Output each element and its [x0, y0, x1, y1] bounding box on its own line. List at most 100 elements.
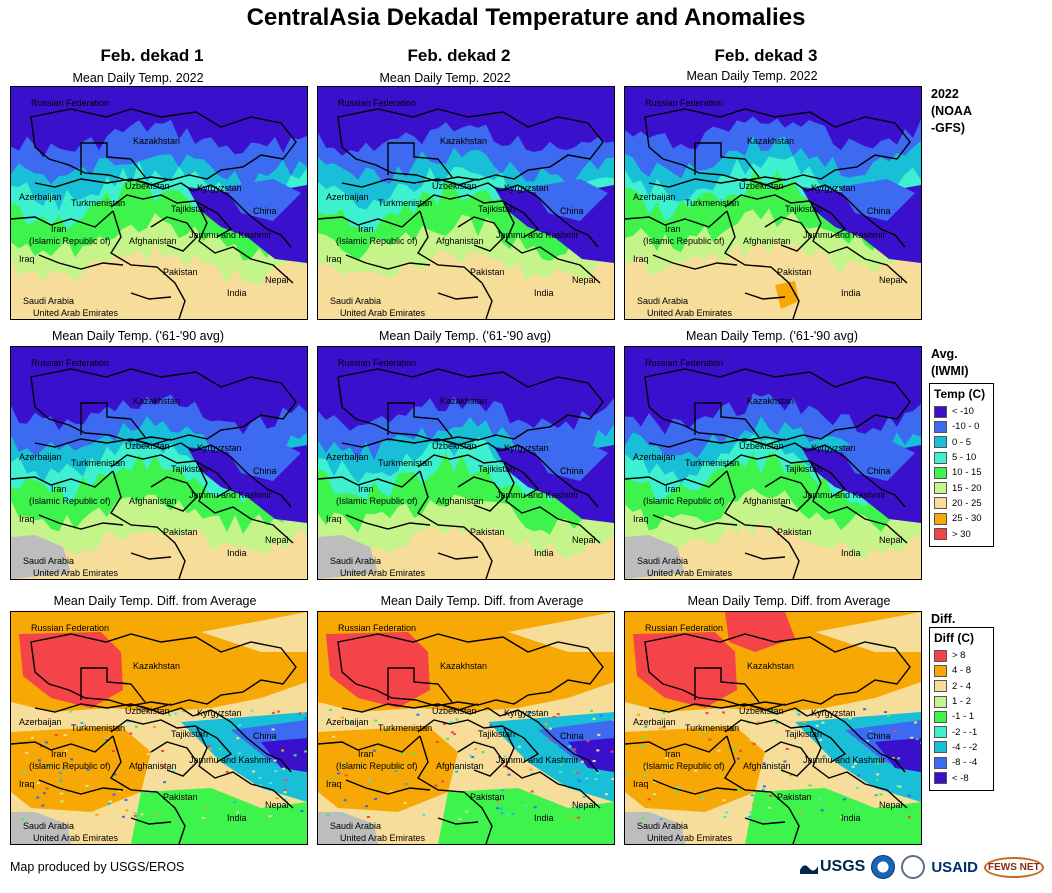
country-border [625, 470, 728, 488]
anomaly-speckle [653, 781, 657, 783]
difference-legend-label: -8 - -4 [952, 757, 978, 769]
anomaly-speckle [37, 759, 41, 762]
country-border [437, 552, 479, 560]
country-label: United Arab Emirates [33, 833, 119, 843]
anomaly-speckle [362, 812, 366, 814]
anomaly-speckle [271, 728, 275, 731]
country-label: United Arab Emirates [647, 833, 733, 843]
anomaly-speckle [778, 739, 782, 742]
anomaly-speckle [762, 785, 766, 788]
country-label: Turkmenistan [71, 723, 125, 733]
anomaly-speckle [450, 731, 454, 734]
anomaly-speckle [465, 810, 469, 813]
logo-strip: USGS USAID FEWS NET [800, 855, 1044, 879]
country-border [437, 438, 501, 452]
country-border [38, 779, 124, 795]
anomaly-speckle [126, 720, 130, 723]
country-label: Iran [358, 484, 374, 494]
country-label: Russian Federation [645, 358, 723, 368]
country-border [764, 741, 812, 777]
country-label: Kazakhstan [440, 136, 487, 146]
country-label: Nepal [879, 800, 903, 810]
country-label: Uzbekistan [739, 181, 784, 191]
country-label: Nepal [572, 800, 596, 810]
anomaly-speckle [274, 770, 278, 773]
country-border [810, 462, 908, 544]
difference-legend: Diff (C) > 8 4 - 8 2 - 4 1 - 2 -1 - 1 -2 - -1… [929, 627, 994, 791]
anomaly-speckle [36, 796, 40, 799]
no-data-area [11, 535, 71, 579]
country-label: Kyrgyzstan [811, 183, 856, 193]
anomaly-speckle [737, 789, 741, 792]
anomaly-speckle [853, 762, 857, 765]
anomaly-speckle [208, 748, 212, 750]
anomaly-speckle [233, 801, 237, 804]
anomaly-speckle [374, 798, 377, 800]
anomaly-speckle [659, 727, 663, 730]
country-label: Pakistan [777, 527, 812, 537]
anomaly-speckle [783, 760, 787, 763]
noaa-logo [871, 855, 896, 879]
country-label: Pakistan [470, 527, 505, 537]
country-label: Jammu and Kashmir [496, 755, 579, 765]
anomaly-speckle [552, 715, 556, 718]
map-canvas: Russian Federation Kazakhstan Uzbekistan Ky… [318, 612, 614, 844]
anomaly-speckle [161, 749, 165, 752]
country-label: (Islamic Republic of) [643, 236, 725, 246]
map-canvas: Russian Federation Kazakhstan Uzbekistan Ky… [625, 347, 921, 579]
country-label: Uzbekistan [125, 181, 170, 191]
column-header-dekad-1: Feb. dekad 1 [100, 46, 204, 65]
country-border [150, 216, 198, 252]
anomaly-speckle [41, 804, 45, 807]
anomaly-speckle [337, 756, 341, 759]
temperature-legend-label: -10 - 0 [952, 421, 980, 433]
anomaly-speckle [341, 814, 345, 817]
difference-swatch [934, 695, 947, 708]
country-label: Jammu and Kashmir [803, 230, 886, 240]
country-border [499, 444, 599, 508]
anomaly-speckle [842, 798, 846, 801]
anomaly-speckle [135, 725, 138, 728]
anomaly-speckle [610, 797, 614, 800]
anomaly-speckle [573, 748, 577, 751]
country-label: India [534, 288, 554, 298]
subtitle-r1-c1: Mean Daily Temp. 2022 [72, 71, 204, 85]
difference-legend-item: 2 - 4 [934, 679, 989, 694]
country-label: Pakistan [470, 792, 505, 802]
anomaly-speckle [258, 776, 262, 779]
anomaly-speckle [856, 787, 859, 790]
map-canvas: Russian Federation Kazakhstan Uzbekistan Ky… [11, 612, 307, 844]
anomaly-speckle [604, 793, 608, 796]
anomaly-speckle [137, 767, 141, 769]
anomaly-speckle [113, 773, 117, 776]
country-label: Tajikistan [171, 204, 208, 214]
fews-net-logo: FEWS NET [984, 856, 1044, 878]
subtitle-r3-c1: Mean Daily Temp. Diff. from Average [53, 594, 257, 608]
anomaly-speckle [668, 763, 672, 766]
country-label: Uzbekistan [432, 706, 477, 716]
country-label: Kyrgyzstan [504, 708, 549, 718]
anomaly-speckle [768, 806, 771, 809]
anomaly-speckle [535, 730, 539, 733]
country-label: Kazakhstan [133, 661, 180, 671]
anomaly-speckle [840, 816, 844, 819]
anomaly-speckle [453, 733, 457, 736]
country-border [11, 210, 114, 228]
difference-legend-label: 4 - 8 [952, 665, 972, 677]
country-label: Kyrgyzstan [504, 183, 549, 193]
anomaly-speckle [59, 779, 63, 782]
anomaly-band [745, 788, 921, 844]
country-border [130, 292, 172, 300]
anomaly-speckle [659, 817, 663, 820]
country-label: India [841, 813, 861, 823]
temperature-legend-label: 0 - 5 [952, 436, 972, 448]
anomaly-speckle [880, 760, 884, 763]
difference-legend-label: -2 - -1 [952, 726, 978, 738]
anomaly-speckle [762, 762, 766, 765]
anomaly-speckle [761, 788, 765, 791]
anomaly-speckle [577, 816, 580, 819]
anomaly-speckle [471, 756, 475, 758]
country-border [192, 709, 292, 773]
anomaly-speckle [733, 748, 737, 751]
country-border [196, 727, 294, 809]
